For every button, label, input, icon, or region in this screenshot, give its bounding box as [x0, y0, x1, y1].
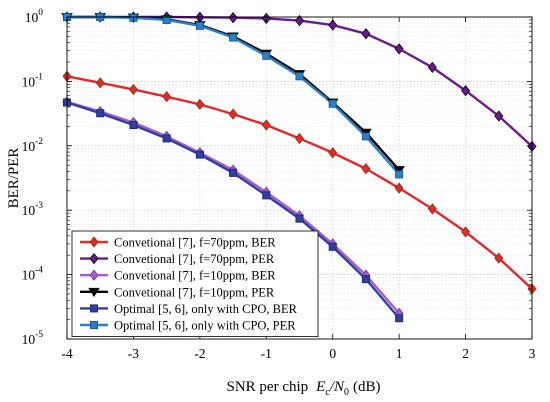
data-point-series-1	[427, 203, 437, 215]
x-axis-label-n-sub: 0	[344, 387, 349, 398]
x-tick-label: -3	[128, 346, 139, 361]
data-point-series-2	[328, 19, 338, 31]
y-tick-exponent: 0	[38, 8, 43, 18]
x-tick-label: -2	[194, 346, 205, 361]
y-tick-label: 10-2	[22, 137, 44, 154]
legend-marker	[89, 236, 99, 248]
data-point-series-5	[295, 214, 304, 223]
data-point-series-1	[195, 98, 205, 111]
data-point-series-5	[328, 242, 337, 251]
x-axis-label: SNR per chip Ec/N0 (dB)	[227, 379, 381, 398]
y-tick-base: 10	[22, 203, 36, 218]
legend-marker	[89, 252, 99, 265]
y-tick-label: 10-1	[22, 72, 44, 89]
data-point-series-5	[96, 109, 105, 118]
data-point-series-6	[295, 72, 304, 81]
data-point-series-6	[262, 51, 271, 60]
data-point-series-2	[361, 28, 371, 40]
data-point-series-6	[328, 99, 337, 108]
data-point-series-6	[195, 21, 204, 30]
data-point-series-2	[294, 14, 305, 27]
x-axis-label-e: E	[315, 379, 325, 395]
y-tick-label: 100	[25, 8, 44, 25]
data-point-series-6	[395, 170, 404, 179]
data-point-series-2	[228, 11, 238, 24]
y-tick-exponent: -2	[35, 137, 43, 147]
data-point-series-6	[229, 33, 238, 42]
data-point-series-1	[494, 252, 504, 264]
x-tick-label: 3	[529, 346, 536, 361]
data-point-series-5	[361, 275, 370, 284]
data-point-series-1	[361, 163, 371, 175]
data-point-series-2	[427, 61, 437, 74]
legend-entry-label: Convetional [7], f=70ppm, PER	[114, 252, 275, 266]
data-point-series-5	[229, 168, 238, 177]
data-point-series-2	[494, 110, 504, 122]
y-tick-base: 10	[22, 139, 36, 154]
y-axis-label: BER/PER	[6, 148, 22, 209]
legend-entry-label: Convetional [7], f=70ppm, BER	[114, 236, 276, 250]
y-tick-base: 10	[25, 10, 39, 25]
legend-entry-label: Convetional [7], f=10ppm, PER	[114, 285, 275, 299]
data-point-series-5	[195, 150, 204, 159]
data-point-series-1	[328, 147, 338, 159]
data-point-series-1	[162, 90, 172, 103]
y-tick-base: 10	[22, 74, 36, 89]
data-point-series-5	[262, 191, 271, 200]
legend-entry-label: Convetional [7], f=10ppm, BER	[114, 269, 276, 283]
x-tick-label: -4	[61, 346, 72, 361]
data-point-series-1	[461, 226, 471, 238]
y-tick-base: 10	[22, 268, 36, 283]
data-point-series-1	[394, 182, 404, 194]
data-point-series-2	[394, 43, 404, 55]
y-tick-label: 10-4	[22, 266, 44, 283]
data-point-series-5	[395, 314, 404, 323]
y-tick-exponent: -3	[35, 201, 43, 211]
data-point-series-5	[129, 121, 138, 130]
legend-marker	[88, 287, 100, 298]
x-axis-label-unit: (dB)	[353, 379, 381, 395]
legend: Convetional [7], f=70ppm, BER Convetional…	[71, 230, 319, 337]
y-tick-exponent: -1	[35, 72, 43, 82]
plot-frame	[66, 16, 533, 340]
x-tick-label: 1	[396, 346, 403, 361]
data-point-series-1	[128, 83, 138, 96]
y-tick-base: 10	[22, 332, 36, 347]
legend-entry-label: Optimal [5, 6], only with CPO, PER	[114, 319, 296, 333]
data-point-series-6	[361, 132, 370, 141]
data-point-series-6	[162, 15, 171, 24]
x-axis-label-e-sub: c	[325, 387, 330, 398]
x-tick-label: -1	[261, 346, 272, 361]
y-tick-label: 10-5	[22, 330, 44, 347]
data-point-series-5	[162, 134, 171, 143]
x-tick-label: 2	[462, 346, 469, 361]
legend-marker	[89, 269, 99, 281]
data-point-series-1	[294, 132, 305, 145]
data-point-series-1	[95, 77, 105, 89]
legend-marker	[90, 304, 99, 313]
legend-box	[71, 230, 319, 337]
y-tick-label: 10-3	[22, 201, 44, 218]
data-point-series-1	[228, 108, 238, 120]
x-axis-label-main: SNR per chip	[227, 379, 309, 395]
legend-marker	[90, 320, 99, 329]
data-point-series-2	[461, 84, 471, 97]
data-point-series-1	[261, 119, 271, 131]
y-tick-exponent: -5	[35, 330, 43, 340]
x-axis-label-n: /N	[329, 379, 345, 395]
y-tick-exponent: -4	[35, 266, 43, 276]
legend-entry-label: Optimal [5, 6], only with CPO, BER	[114, 302, 298, 316]
x-tick-label: 0	[329, 346, 336, 361]
